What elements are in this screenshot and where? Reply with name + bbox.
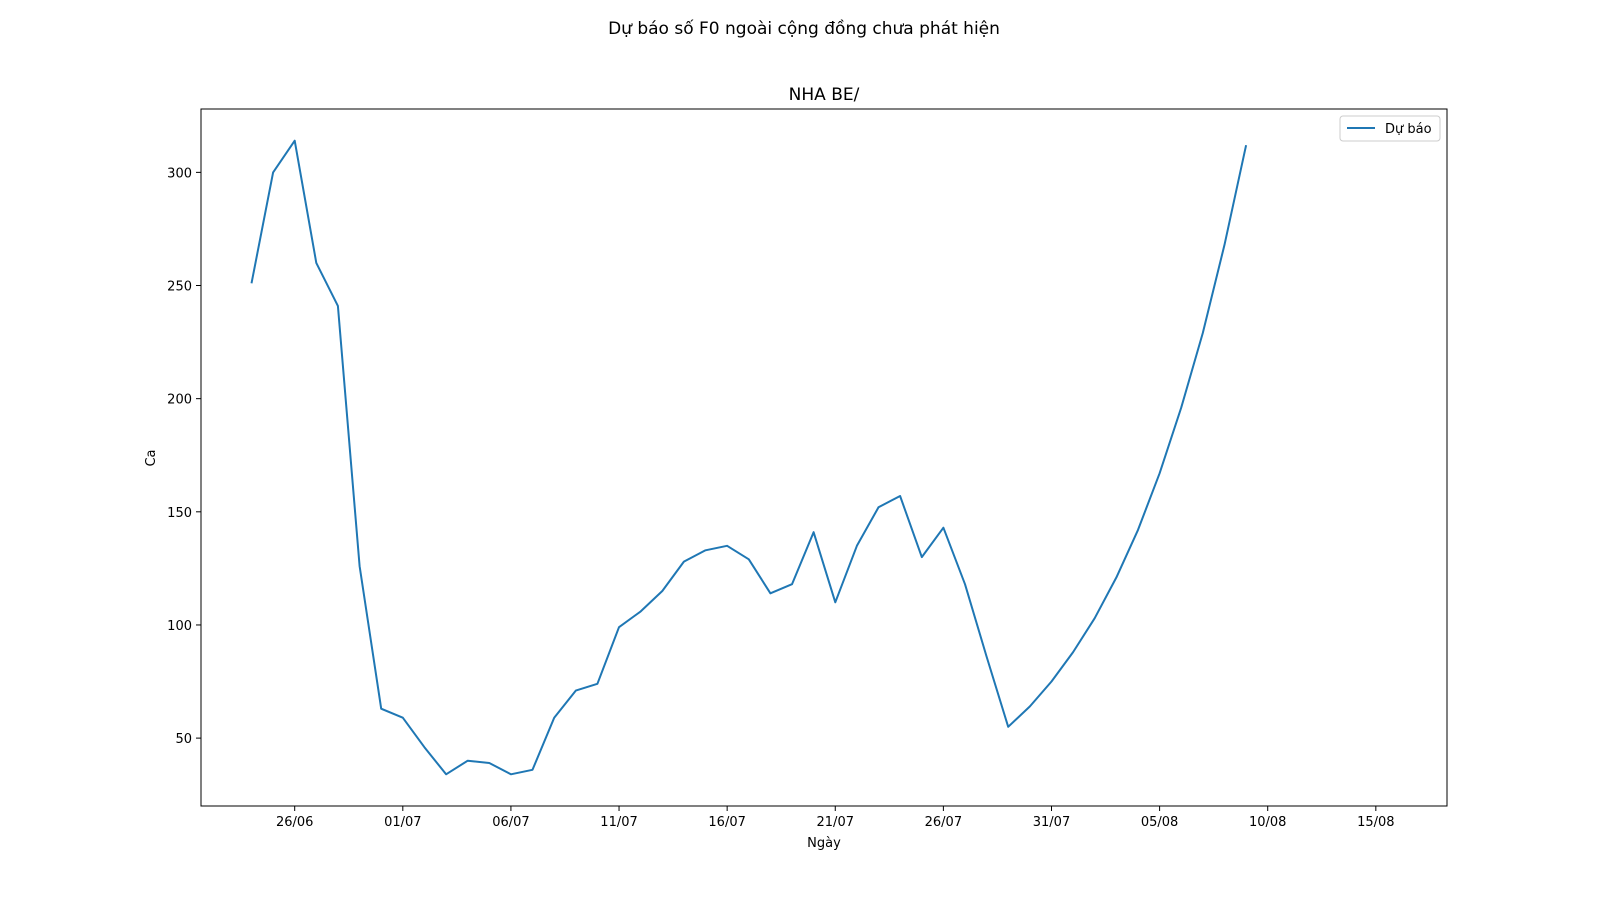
- x-tick-label: 01/07: [384, 815, 421, 830]
- series-line-du-bao: [250, 139, 1248, 776]
- x-tick-label: 31/07: [1033, 815, 1070, 830]
- x-tick-label: 26/07: [925, 815, 962, 830]
- y-tick-label: 50: [175, 732, 192, 747]
- y-tick-label: 300: [167, 166, 192, 181]
- series-layer: [250, 139, 1248, 776]
- x-tick-label: 11/07: [600, 815, 637, 830]
- x-tick-label: 10/08: [1249, 815, 1286, 830]
- legend-label: Dự báo: [1385, 122, 1432, 137]
- y-axis-label: Ca: [144, 449, 159, 466]
- x-tick-label: 05/08: [1141, 815, 1178, 830]
- x-tick-label: 15/08: [1357, 815, 1394, 830]
- x-axis: 26/06 01/07 06/07 11/07 16/07 21/07 26/07 31/07…: [276, 806, 1395, 830]
- chart-suptitle: Dự báo số F0 ngoài cộng đồng chưa phát h…: [608, 18, 1000, 39]
- y-axis: 50 100 150 200 250 300: [167, 166, 201, 747]
- x-axis-label: Ngày: [807, 836, 841, 851]
- y-tick-label: 150: [167, 506, 192, 521]
- chart-title: NHA BE/: [789, 85, 860, 105]
- legend: Dự báo: [1339, 115, 1441, 142]
- y-tick-label: 100: [167, 619, 192, 634]
- x-tick-label: 06/07: [492, 815, 529, 830]
- y-tick-label: 250: [167, 280, 192, 295]
- plot-frame: [200, 108, 1448, 807]
- x-tick-label: 16/07: [708, 815, 745, 830]
- x-tick-label: 26/06: [276, 815, 313, 830]
- y-tick-label: 200: [167, 393, 192, 408]
- x-tick-label: 21/07: [817, 815, 854, 830]
- legend-box: [1339, 115, 1441, 142]
- plot-area: [200, 108, 1448, 807]
